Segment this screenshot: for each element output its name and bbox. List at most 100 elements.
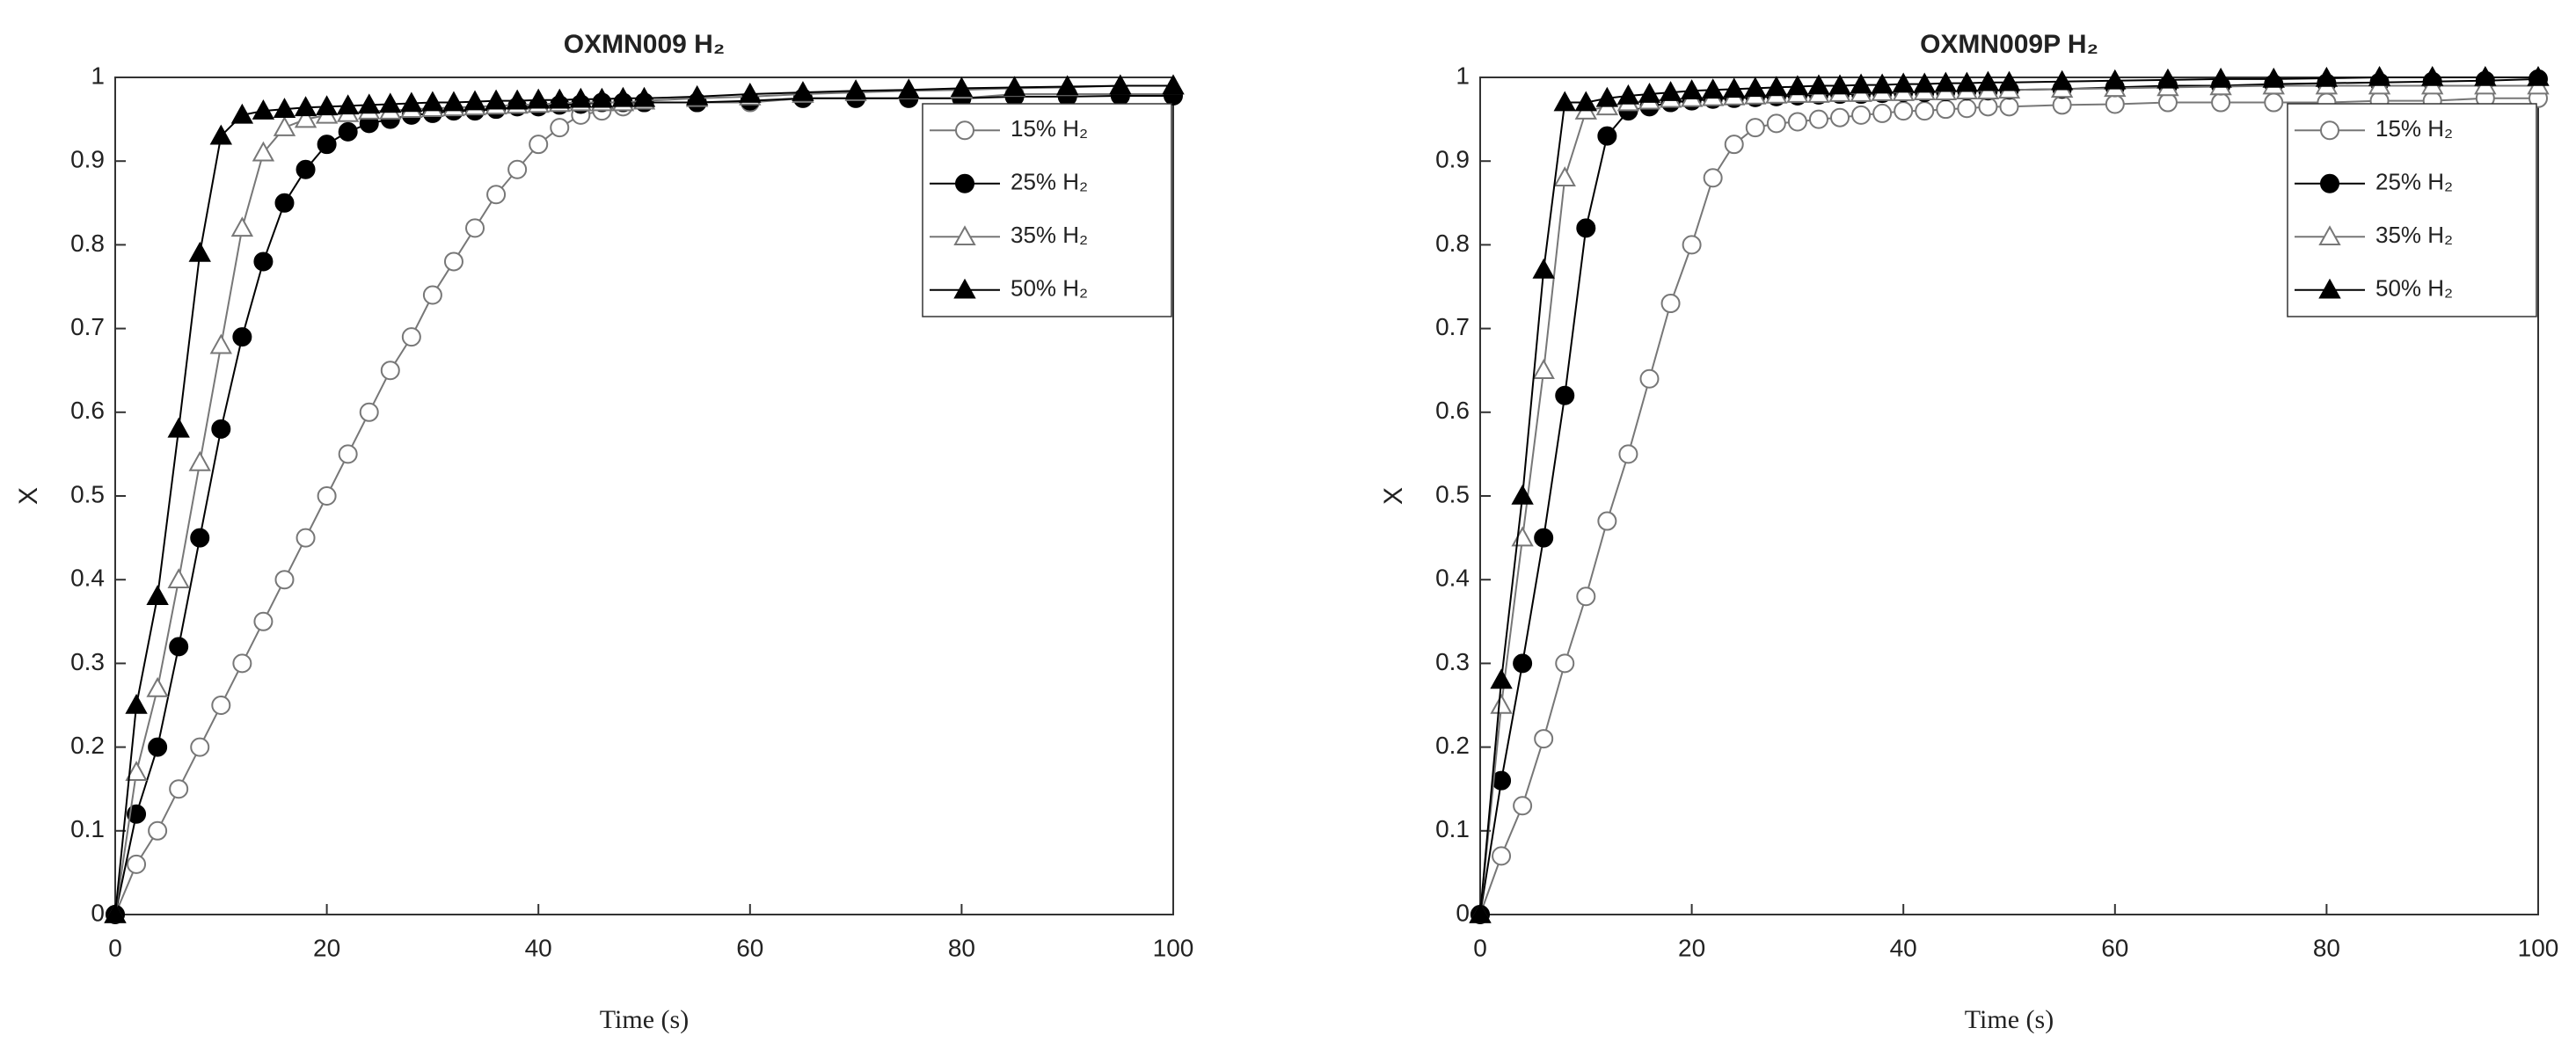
marker [253,611,274,631]
marker [897,78,920,99]
marker [296,528,316,548]
y-tick-label: 0.3 [1435,648,1470,675]
y-tick-label: 0.9 [70,146,105,173]
marker [1872,103,1893,123]
marker [2264,92,2284,113]
legend-label: 50% H₂ [2375,275,2453,302]
marker [1109,74,1132,95]
marker [1597,126,1617,146]
marker [401,327,421,347]
x-tick-label: 100 [2518,934,2559,961]
marker [252,99,275,120]
marker [2211,92,2231,113]
marker [1976,70,2000,91]
y-tick-label: 0.9 [1435,146,1470,173]
chart-title: OXMN009P H₂ [1920,30,2098,59]
legend-marker [2318,225,2341,246]
marker [1532,359,1555,379]
legend-label: 15% H₂ [1011,115,1088,142]
marker [421,91,444,112]
marker [2050,69,2074,91]
marker [1532,258,1555,279]
marker [1682,235,1702,255]
marker [209,333,232,354]
y-tick-label: 0 [1456,899,1470,926]
y-axis-label: X [1379,487,1408,505]
marker [611,86,635,107]
marker [2262,67,2285,88]
marker [232,653,252,674]
legend-marker [953,225,976,246]
y-tick-label: 0.4 [1435,565,1470,592]
legend: 15% H₂ 25% H₂ 35% H₂ 50% H₂ [922,103,1172,317]
y-axis-label: X [14,487,43,505]
marker [1639,368,1660,389]
x-tick-label: 100 [1153,934,1194,961]
marker [1955,71,1979,92]
marker [1744,77,1767,98]
x-axis-label: Time (s) [1965,1005,2054,1034]
marker [507,159,528,179]
marker [685,84,709,106]
marker [1807,74,1830,95]
x-tick-label: 20 [313,934,340,961]
legend-label: 25% H₂ [2375,169,2453,195]
marker [2527,65,2550,86]
marker [422,285,442,305]
marker [252,141,275,162]
marker [1513,653,1533,674]
chart: OXMN009P H₂ Time (s) X 0 20 40 60 80 100 0 0.1 0.2 0… [1379,30,2558,1034]
x-tick-label: 80 [2313,934,2340,961]
marker [1936,99,1956,120]
marker [1492,846,1512,866]
chart: OXMN009 H₂ Time (s) X 0 20 40 60 80 100 0 0.1 0.2 0.… [14,30,1193,1034]
legend-label: 35% H₂ [1011,222,1088,248]
marker [1513,796,1533,816]
y-tick-label: 0.1 [1435,815,1470,842]
marker [2105,94,2125,114]
marker [2052,95,2072,115]
marker [1469,902,1492,923]
marker [1701,78,1725,99]
y-tick-label: 1 [1456,62,1470,89]
marker [1786,75,1809,96]
x-tick-label: 80 [948,934,975,961]
y-tick-label: 0.5 [70,480,105,507]
marker [1534,729,1554,749]
marker [950,77,974,98]
marker [1808,109,1828,129]
marker [1597,511,1617,531]
legend-marker [955,120,974,141]
marker [127,854,147,874]
marker [274,570,295,590]
marker [2157,92,2178,113]
marker [230,216,254,237]
marker [167,568,190,588]
marker [127,804,147,824]
marker [1659,81,1682,101]
legend-label: 15% H₂ [2375,115,2453,142]
marker [569,87,593,108]
marker [1616,84,1640,105]
marker [358,93,381,114]
x-axis-label: Time (s) [600,1005,689,1034]
marker [1555,653,1575,674]
marker [1162,74,1185,95]
marker [1660,294,1681,314]
marker [380,361,400,381]
marker [550,118,570,138]
marker [2368,65,2391,86]
marker [1618,444,1638,464]
marker [1934,71,1958,92]
marker [1576,587,1596,607]
legend-marker [953,278,976,299]
marker [1999,97,2019,117]
y-tick-label: 0.7 [1435,313,1470,340]
marker [2315,66,2339,87]
legend-marker [2320,120,2339,141]
marker [465,218,485,238]
marker [1892,72,1915,93]
series-line [114,84,1173,915]
marker [274,193,295,213]
